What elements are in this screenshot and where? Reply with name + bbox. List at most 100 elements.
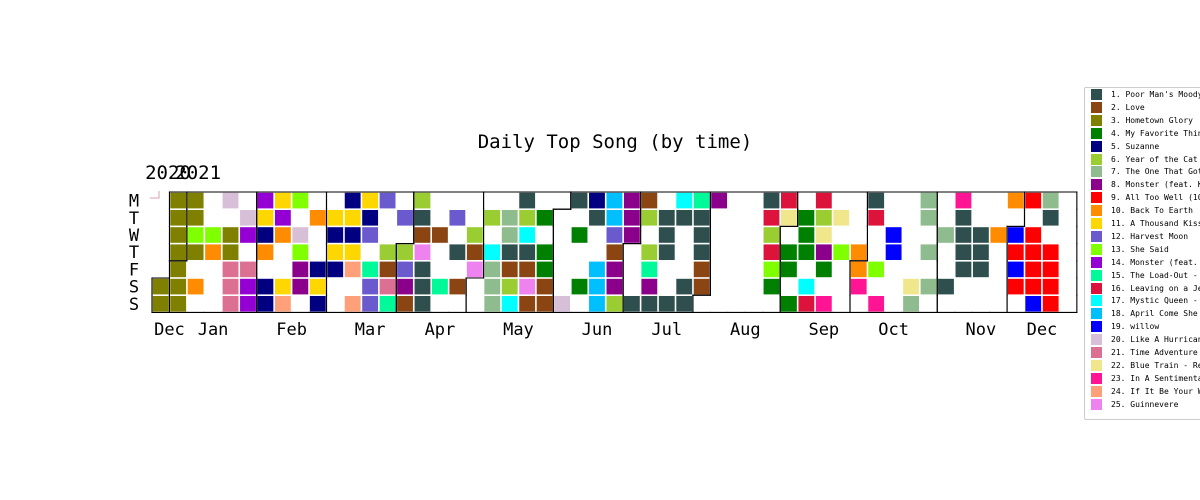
day-cell: [327, 227, 344, 243]
day-cell: [990, 278, 1007, 295]
day-cell: [903, 192, 919, 209]
day-cell: [972, 192, 989, 209]
day-cell: [536, 192, 553, 209]
day-cell: [589, 278, 605, 295]
day-cell: [1025, 261, 1042, 278]
day-cell: [1042, 192, 1059, 209]
day-cell: [170, 227, 187, 243]
day-cell: [920, 227, 937, 243]
legend-item: 7. The One That Got Away: [1091, 166, 1200, 178]
day-cell: [1007, 227, 1024, 243]
legend-swatch: [1091, 153, 1102, 165]
day-cell: [240, 278, 256, 295]
day-cell: [815, 192, 832, 209]
day-cell: [1042, 296, 1059, 312]
legend-swatch: [1091, 127, 1102, 139]
day-cell: [850, 192, 867, 209]
day-cell: [536, 296, 553, 312]
day-cell: [972, 210, 989, 226]
day-cell: [990, 192, 1007, 209]
day-cell: [850, 278, 867, 295]
day-cell: [432, 244, 448, 260]
day-cell: [344, 296, 361, 312]
day-cell: [815, 261, 832, 278]
legend-label: 20. Like A Hurricane: [1111, 335, 1200, 345]
legend-swatch: [1091, 140, 1102, 152]
year-label: 2021: [175, 162, 221, 184]
day-cell: [379, 192, 396, 209]
day-cell: [257, 261, 274, 278]
day-cell: [711, 244, 728, 260]
day-cell: [397, 192, 413, 209]
day-cell: [414, 210, 431, 226]
day-cell: [623, 296, 640, 312]
weekday-label: W: [129, 226, 140, 246]
day-cell: [344, 278, 361, 295]
day-cell: [868, 261, 885, 278]
day-cell: [955, 278, 972, 295]
chart-title: Daily Top Song (by time): [478, 131, 753, 153]
day-cell: [885, 244, 902, 260]
day-cell: [746, 210, 762, 226]
day-cell: [362, 296, 379, 312]
day-cell: [362, 210, 379, 226]
day-cell: [833, 244, 850, 260]
day-cell: [292, 296, 309, 312]
day-cell: [920, 261, 937, 278]
day-cell: [920, 278, 937, 295]
day-cell: [728, 192, 745, 209]
day-cell: [205, 192, 221, 209]
legend-label: 24. If It Be Your Will: [1111, 386, 1200, 396]
legend-label: 13. She Said: [1111, 244, 1169, 254]
day-cell: [327, 261, 344, 278]
day-cell: [1042, 244, 1059, 260]
day-cell: [885, 192, 902, 209]
day-cell: [781, 261, 797, 278]
day-cell: [414, 278, 431, 295]
day-cell: [850, 261, 867, 278]
legend-label: 23. In A Sentimental Mood: [1111, 373, 1200, 383]
day-cell: [187, 278, 204, 295]
day-cell: [728, 296, 745, 312]
day-cell: [885, 227, 902, 243]
day-cell: [676, 244, 693, 260]
day-cell: [641, 278, 658, 295]
month-label: Aug: [730, 320, 761, 340]
day-cell: [833, 261, 850, 278]
legend-item: 3. Hometown Glory: [1091, 114, 1200, 127]
day-cell: [763, 210, 780, 226]
day-cell: [292, 278, 309, 295]
day-cell: [501, 192, 518, 209]
day-cell: [240, 210, 256, 226]
day-cell: [833, 192, 850, 209]
day-cell: [972, 296, 989, 312]
day-cell: [519, 210, 536, 226]
day-cell: [868, 244, 885, 260]
day-cell: [170, 192, 187, 209]
day-cell: [606, 227, 623, 243]
legend-item: 11. A Thousand Kisses Deep: [1091, 218, 1200, 230]
day-cell: [798, 227, 815, 243]
legend-item: 5. Suzanne: [1091, 140, 1200, 153]
day-cell: [466, 210, 483, 226]
legend-item: 22. Blue Train - Remastered: [1091, 359, 1200, 372]
month-label: Nov: [966, 320, 997, 340]
day-cell: [327, 278, 344, 295]
day-cell: [344, 244, 361, 260]
day-cell: [763, 227, 780, 243]
legend-label: 9. All Too Well (10 Minute Version): [1111, 193, 1200, 203]
legend-label: 10. Back To Earth: [1111, 206, 1193, 216]
month-label: Apr: [425, 320, 456, 340]
legend: 1. Poor Man's Moody Blues 2. Love 3. Homet…: [1084, 87, 1200, 420]
day-cell: [397, 261, 413, 278]
day-cell: [397, 210, 413, 226]
day-cell: [658, 278, 675, 295]
day-cell: [763, 192, 780, 209]
day-cell: [292, 261, 309, 278]
day-cell: [554, 261, 570, 278]
day-cell: [536, 210, 553, 226]
day-cell: [711, 261, 728, 278]
legend-item: 24. If It Be Your Will: [1091, 385, 1200, 398]
day-cell: [379, 261, 396, 278]
day-cell: [466, 296, 483, 312]
